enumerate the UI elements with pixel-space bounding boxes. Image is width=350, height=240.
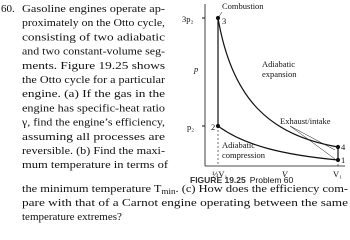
p-label: p bbox=[193, 64, 198, 74]
text-line: ments. Figure 19.25 shows bbox=[22, 60, 165, 72]
point bbox=[215, 123, 221, 129]
process-label: Combustion bbox=[222, 1, 264, 11]
point-label: 2 bbox=[211, 122, 215, 132]
text-line: assuming all processes are bbox=[22, 131, 165, 143]
v-label: V bbox=[282, 169, 289, 179]
text-line: pare with that of a Carnot engine operat… bbox=[22, 197, 348, 209]
expansion-curve bbox=[217, 17, 339, 148]
problem-number: 60. bbox=[1, 3, 15, 15]
leader bbox=[289, 125, 336, 160]
text-line: engine has specific-heat ratio bbox=[22, 102, 166, 114]
text-line: temperature extremes? bbox=[22, 211, 122, 223]
point-label: 3 bbox=[222, 16, 226, 26]
process-label: Adiabatic bbox=[222, 140, 255, 150]
process-label: Exhaust/intake bbox=[280, 116, 331, 126]
p-label: 3p₂ bbox=[182, 14, 194, 24]
point-label: 1 bbox=[341, 155, 345, 165]
text-line: reversible. (b) Find the maxi- bbox=[22, 145, 165, 157]
problem-text: Gasoline engines operate ap-proximately … bbox=[21, 3, 168, 171]
text-line: engine. (a) If the gas in the bbox=[22, 88, 165, 100]
text-line: and two constant-volume seg- bbox=[22, 46, 165, 58]
page: 60. Gasoline engines operate ap-proximat… bbox=[1, 1, 348, 223]
figure-caption: FIGURE 19.25 Problem 60 bbox=[190, 175, 293, 185]
process-label: expansion bbox=[262, 69, 297, 79]
text: the minimum temperature T bbox=[22, 183, 162, 195]
text: . (c) How does the efficiency com- bbox=[175, 183, 348, 195]
process-label: Adiabatic bbox=[262, 59, 295, 69]
text-line: mum temperature in terms of bbox=[22, 159, 168, 171]
p-label: p₂ bbox=[187, 122, 194, 132]
text-line: proximately on the Otto cycle, bbox=[22, 17, 165, 29]
v-label: ⅓V₁ bbox=[212, 169, 228, 179]
point-label: 4 bbox=[341, 142, 346, 152]
v-label: V₁ bbox=[333, 169, 342, 179]
process-label: compression bbox=[222, 150, 266, 160]
compression-curve bbox=[217, 125, 339, 161]
text-line: Gasoline engines operate ap- bbox=[22, 3, 165, 15]
point bbox=[215, 15, 221, 21]
point bbox=[335, 144, 341, 150]
text-line: the Otto cycle for a particular bbox=[22, 74, 165, 86]
subscript: min bbox=[161, 187, 175, 196]
text-line: consisting of two adiabatic bbox=[22, 31, 165, 43]
point bbox=[335, 157, 341, 163]
leader bbox=[289, 125, 336, 151]
caption-text: Problem 60 bbox=[250, 175, 294, 185]
text-line: γ, find the engine’s efficiency, bbox=[21, 117, 165, 129]
pv-diagram bbox=[202, 4, 345, 167]
caption-label: FIGURE 19.25 bbox=[190, 175, 246, 185]
